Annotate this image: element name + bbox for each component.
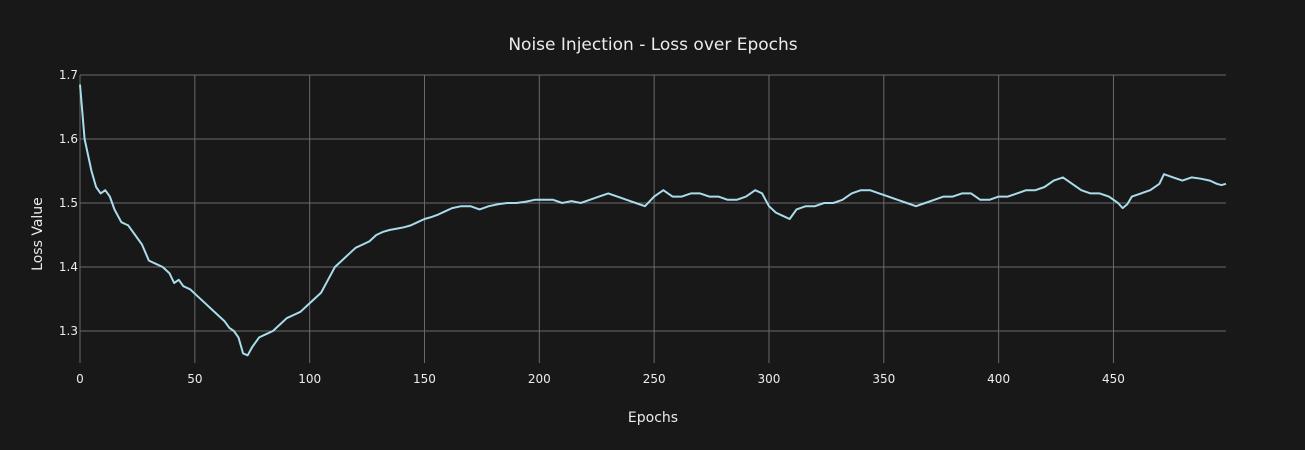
y-tick-label: 1.7 xyxy=(59,68,78,82)
y-tick-label: 1.4 xyxy=(59,260,78,274)
chart-title: Noise Injection - Loss over Epochs xyxy=(508,35,797,55)
y-axis-label: Loss Value xyxy=(30,197,46,271)
x-tick-label: 400 xyxy=(987,372,1010,386)
x-tick-label: 0 xyxy=(76,372,84,386)
y-tick-label: 1.3 xyxy=(59,324,78,338)
y-tick-label: 1.6 xyxy=(59,132,78,146)
y-axis-ticks: 1.3 1.4 1.5 1.6 1.7 xyxy=(59,68,78,338)
x-tick-label: 200 xyxy=(528,372,551,386)
series-layer xyxy=(79,84,1227,357)
x-tick-label: 450 xyxy=(1102,372,1125,386)
x-tick-label: 250 xyxy=(643,372,666,386)
x-tick-label: 50 xyxy=(187,372,202,386)
x-axis-ticks: 0 50 100 150 200 250 300 350 400 450 xyxy=(76,372,1125,386)
loss-series-line xyxy=(79,84,1227,357)
x-tick-label: 300 xyxy=(758,372,781,386)
x-axis-label: Epochs xyxy=(628,410,678,426)
x-tick-label: 150 xyxy=(413,372,436,386)
x-tick-label: 350 xyxy=(872,372,895,386)
x-tick-label: 100 xyxy=(298,372,321,386)
y-tick-label: 1.5 xyxy=(59,196,78,210)
